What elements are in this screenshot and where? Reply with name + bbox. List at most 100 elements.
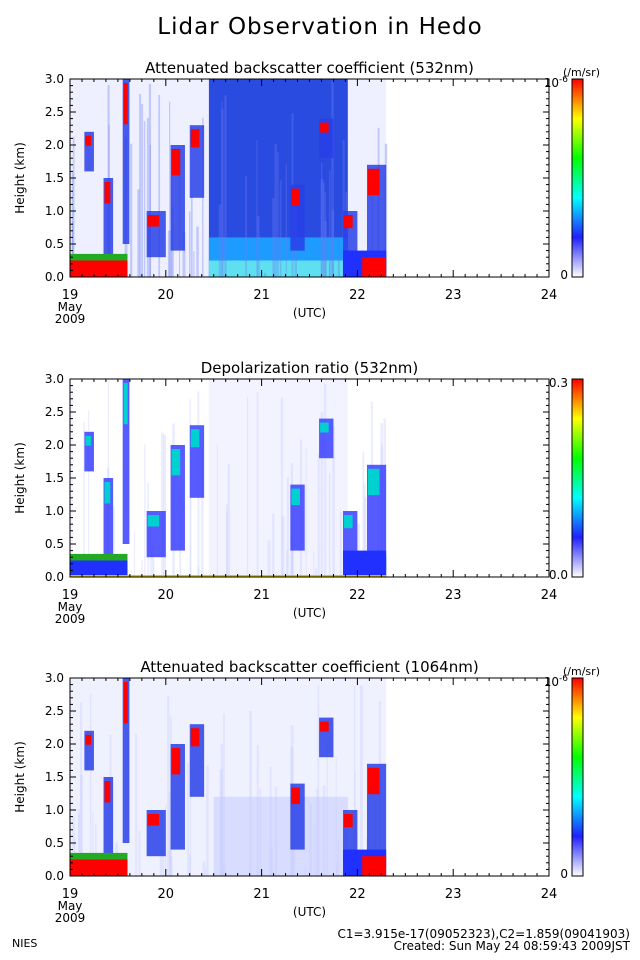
heatmap-streak	[313, 551, 315, 577]
heatmap-streak	[317, 453, 320, 577]
y-axis-label: Height (km)	[13, 442, 27, 513]
heatmap-streak	[149, 144, 151, 277]
heatmap-streak	[159, 855, 163, 876]
heatmap-streak	[256, 745, 259, 876]
heatmap-background	[208, 379, 348, 577]
heatmap-streak	[290, 537, 293, 577]
heatmap-streak	[79, 774, 83, 876]
heatmap-column-core	[320, 422, 329, 433]
colorbar-max-label: 0.3	[549, 376, 568, 390]
heatmap-column-core	[171, 449, 181, 476]
heatmap-streak	[319, 874, 322, 876]
heatmap-column	[103, 478, 114, 564]
heatmap-column-core	[190, 129, 200, 148]
heatmap-column-core	[291, 188, 300, 206]
heatmap-streak	[314, 822, 316, 876]
heatmap-column-core	[344, 215, 353, 229]
x-tick-label: 19	[62, 887, 79, 902]
heatmap-streak	[153, 560, 155, 577]
heatmap-streak	[224, 95, 227, 277]
heatmap-column-core	[123, 682, 128, 724]
heatmap-streak	[226, 512, 228, 577]
heatmap-streak	[158, 95, 161, 278]
heatmap-streak	[329, 245, 331, 277]
heatmap-streak	[133, 532, 136, 577]
heatmap-streak	[249, 710, 252, 876]
calibration-line: C1=3.915e-17(09052323),C2=1.859(09041903…	[337, 927, 630, 941]
heatmap-streak	[223, 865, 226, 876]
heatmap-streak	[202, 861, 206, 876]
heatmap-column-core	[85, 734, 92, 745]
heatmap-streak	[182, 232, 186, 277]
heatmap-streak	[342, 139, 345, 277]
y-tick-label: 3.0	[45, 671, 64, 685]
x-date-label: 2009	[55, 612, 86, 626]
chart-panel-3: Attenuated backscatter coefficient (1064…	[13, 658, 600, 925]
heatmap-streak	[324, 383, 327, 577]
heatmap-streak	[167, 230, 171, 277]
colorbar-min-label: 0.0	[549, 568, 568, 582]
heatmap-streak	[279, 180, 282, 277]
heatmap-streak	[161, 432, 164, 577]
heatmap-streak	[169, 101, 171, 278]
heatmap-streak	[280, 397, 283, 577]
y-tick-label: 0.5	[45, 237, 64, 251]
heatmap-streak	[322, 785, 326, 876]
x-axis-label: (UTC)	[293, 306, 326, 320]
surface-layer	[70, 560, 128, 577]
heatmap-streak	[144, 444, 146, 577]
surface-layer	[362, 557, 387, 577]
heatmap-streak	[263, 272, 267, 277]
main-title: Lidar Observation in Hedo	[157, 14, 483, 40]
surface-layer	[70, 260, 128, 277]
heatmap-streak	[197, 566, 200, 577]
x-tick-label: 23	[445, 588, 462, 603]
organization-label: NIES	[12, 937, 38, 950]
panel-title: Attenuated backscatter coefficient (532n…	[145, 59, 474, 77]
heatmap-streak	[304, 867, 307, 876]
y-axis-label: Height (km)	[13, 741, 27, 812]
heatmap-streak	[141, 104, 144, 277]
heatmap-streak	[71, 221, 74, 277]
heatmap-column-core	[104, 482, 111, 504]
heatmap-streak	[286, 550, 288, 577]
heatmap-column-core	[344, 515, 353, 529]
chart-panel-1: Attenuated backscatter coefficient (532n…	[13, 59, 600, 326]
heatmap-streak	[218, 204, 222, 277]
calibration-info: C1=3.915e-17(09052323),C2=1.859(09041903…	[337, 928, 630, 952]
heatmap-streak	[196, 226, 199, 277]
y-tick-label: 1.5	[45, 471, 64, 485]
panel-title: Attenuated backscatter coefficient (1064…	[140, 658, 478, 676]
heatmap-column-core	[104, 182, 111, 204]
heatmap-streak	[72, 136, 75, 277]
surface-layer	[70, 575, 387, 578]
x-tick-label: 24	[541, 588, 558, 603]
heatmap-column	[84, 131, 94, 172]
x-tick-label: 21	[253, 887, 270, 902]
heatmap-streak	[219, 769, 223, 876]
x-date-label: May	[58, 899, 83, 913]
x-date-label: 2009	[55, 312, 86, 326]
y-tick-label: 2.0	[45, 438, 64, 452]
x-tick-label: 20	[158, 887, 175, 902]
heatmap-streak	[141, 560, 143, 577]
heatmap-streak	[135, 733, 137, 876]
x-axis-label: (UTC)	[293, 905, 326, 919]
heatmap-streak	[274, 786, 277, 876]
heatmap-streak	[337, 840, 339, 876]
heatmap-streak	[274, 143, 277, 277]
x-tick-label: 22	[349, 588, 366, 603]
heatmap-streak	[220, 744, 224, 876]
colorbar	[571, 677, 584, 877]
heatmap-streak	[83, 422, 85, 577]
heatmap-column-core	[171, 149, 181, 176]
y-tick-label: 3.0	[45, 372, 64, 386]
heatmap-streak	[221, 101, 223, 277]
heatmap-streak	[139, 93, 142, 277]
heatmap-streak	[112, 506, 115, 577]
heatmap-streak	[320, 412, 324, 577]
heatmap-field	[70, 678, 387, 876]
heatmap-streak	[169, 839, 172, 876]
heatmap-streak	[168, 792, 171, 876]
heatmap-streak	[363, 483, 366, 577]
